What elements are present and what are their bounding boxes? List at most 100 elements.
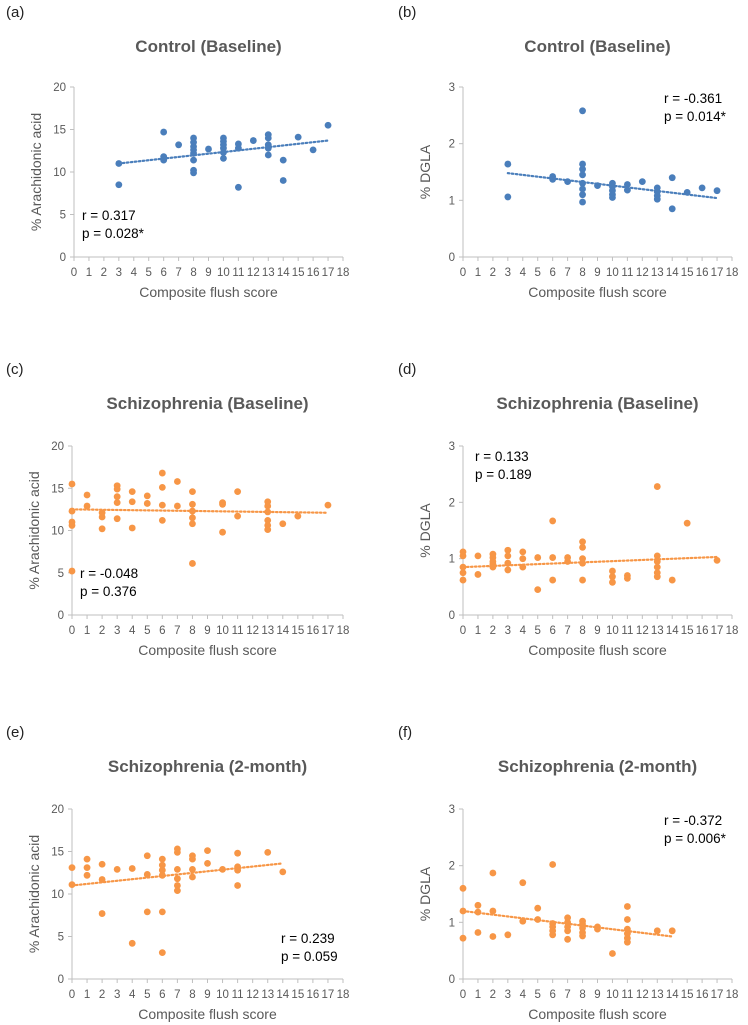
data-point	[474, 552, 482, 560]
data-point	[158, 861, 166, 869]
data-point	[564, 935, 572, 943]
stat-annotation: r = -0.372	[664, 813, 722, 828]
data-point	[83, 502, 91, 510]
y-tick-label: 15	[51, 847, 64, 859]
data-point	[459, 552, 467, 560]
x-tick-label: 2	[490, 989, 496, 1001]
x-tick-label: 10	[606, 267, 619, 279]
x-tick-label: 17	[711, 625, 724, 637]
x-tick-label: 6	[549, 625, 555, 637]
x-axis-label: Composite flush score	[138, 1006, 277, 1022]
data-point	[158, 866, 166, 874]
x-tick-label: 4	[129, 989, 136, 1001]
x-tick-label: 13	[651, 625, 664, 637]
y-tick-label: 3	[449, 82, 455, 94]
x-tick-label: 18	[726, 989, 739, 1001]
data-point	[609, 567, 616, 575]
x-tick-label: 0	[69, 625, 75, 637]
x-tick-label: 15	[681, 625, 694, 637]
data-point	[668, 205, 676, 213]
data-point	[189, 873, 196, 881]
data-point	[653, 927, 661, 935]
data-point	[564, 927, 572, 935]
x-tick-label: 6	[549, 989, 555, 1001]
x-tick-label: 13	[261, 625, 274, 637]
x-tick-label: 3	[116, 267, 122, 279]
y-tick-label: 2	[449, 139, 455, 151]
data-point	[294, 512, 302, 520]
y-tick-label: 10	[51, 889, 64, 901]
data-point	[713, 556, 721, 564]
y-tick-label: 1	[449, 917, 455, 929]
x-tick-label: 17	[322, 625, 335, 637]
chart-title: Schizophrenia (2-month)	[498, 757, 697, 776]
data-point	[115, 181, 123, 189]
data-point	[113, 485, 121, 493]
data-point	[189, 855, 196, 863]
x-tick-label: 7	[174, 989, 180, 1001]
chart-title: Schizophrenia (Baseline)	[496, 394, 698, 413]
data-point	[623, 903, 631, 910]
data-point	[489, 869, 497, 877]
data-point	[113, 493, 121, 501]
x-tick-label: 2	[490, 625, 496, 637]
data-point	[264, 151, 272, 159]
x-tick-label: 12	[636, 625, 649, 637]
x-tick-label: 11	[232, 625, 244, 637]
panel-label: (b)	[398, 4, 416, 21]
stat-annotation: r = -0.048	[80, 566, 138, 581]
x-tick-label: 1	[84, 989, 90, 1001]
data-point	[83, 864, 91, 872]
x-tick-label: 0	[69, 989, 75, 1001]
x-tick-label: 10	[217, 267, 230, 279]
data-point	[128, 488, 136, 496]
x-tick-label: 8	[189, 989, 195, 1001]
data-point	[113, 865, 121, 873]
y-axis-label: % Arachidonic acid	[26, 471, 42, 589]
x-tick-label: 10	[216, 625, 229, 637]
data-point	[128, 498, 136, 506]
x-tick-label: 4	[129, 625, 136, 637]
data-point	[113, 499, 121, 507]
x-tick-label: 1	[86, 267, 92, 279]
y-tick-label: 0	[449, 974, 455, 986]
x-tick-label: 14	[666, 989, 679, 1001]
x-tick-label: 13	[651, 267, 664, 279]
data-point	[474, 929, 482, 936]
data-point	[519, 555, 527, 563]
data-point	[504, 160, 512, 168]
x-tick-label: 16	[307, 267, 320, 279]
data-point	[158, 949, 166, 957]
data-point	[83, 855, 91, 863]
data-point	[534, 916, 542, 923]
data-point	[264, 848, 272, 856]
data-point	[504, 931, 512, 939]
x-tick-label: 5	[535, 267, 541, 279]
data-point	[189, 507, 196, 515]
x-tick-label: 0	[460, 625, 466, 637]
data-point	[234, 144, 242, 152]
x-tick-label: 8	[579, 625, 585, 637]
x-tick-label: 4	[131, 267, 138, 279]
data-point	[264, 516, 272, 524]
data-point	[668, 927, 676, 935]
data-point	[489, 933, 497, 940]
x-tick-label: 6	[159, 625, 165, 637]
y-tick-label: 0	[58, 974, 64, 986]
x-tick-label: 10	[216, 989, 229, 1001]
data-point	[459, 934, 467, 942]
data-point	[68, 507, 76, 515]
data-point	[579, 544, 586, 551]
data-point	[698, 184, 706, 192]
data-point	[173, 887, 181, 894]
data-point	[504, 552, 512, 560]
data-point	[519, 917, 527, 925]
data-point	[609, 573, 616, 581]
data-point	[549, 517, 557, 525]
x-tick-label: 6	[159, 989, 165, 1001]
x-tick-label: 11	[232, 989, 244, 1001]
data-point	[98, 525, 106, 533]
y-tick-label: 1	[449, 195, 455, 207]
data-point	[459, 563, 467, 571]
